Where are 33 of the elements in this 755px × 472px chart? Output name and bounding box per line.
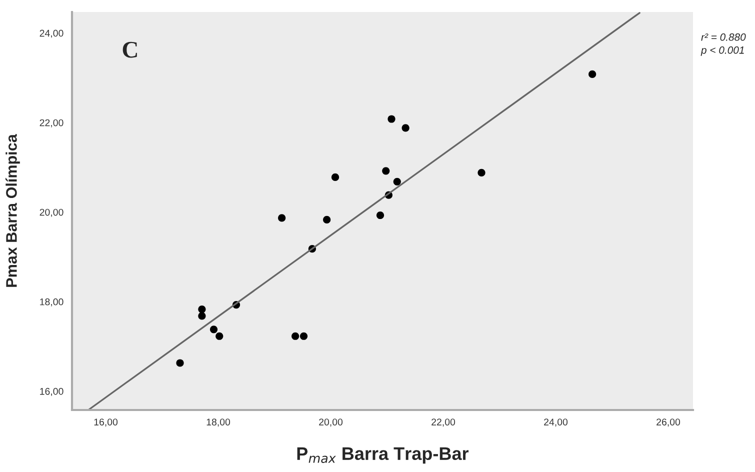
point bbox=[323, 216, 331, 224]
point bbox=[216, 332, 224, 340]
y-tick-label: 18,00 bbox=[40, 298, 64, 306]
x-tick-label: 26,00 bbox=[656, 418, 680, 427]
text: p < 0.001 bbox=[700, 46, 744, 56]
point bbox=[376, 211, 384, 220]
point bbox=[382, 167, 390, 175]
annotation: C bbox=[122, 42, 137, 58]
x-tick-label: 20,00 bbox=[319, 418, 343, 427]
y-tick-label: 24,00 bbox=[40, 30, 64, 38]
point bbox=[402, 124, 410, 132]
point bbox=[478, 168, 486, 177]
x-tick-label: 18,00 bbox=[206, 418, 230, 427]
text: r² = 0.880 bbox=[701, 33, 746, 41]
y-tick-label: 16,00 bbox=[40, 388, 64, 396]
point bbox=[588, 70, 596, 78]
x-axis-title: P$_{max}$ Barra Trap-Bar bbox=[297, 447, 469, 464]
point bbox=[292, 332, 300, 340]
point bbox=[198, 305, 206, 314]
point bbox=[393, 178, 401, 186]
point bbox=[210, 326, 218, 334]
y-tick-label: 22,00 bbox=[40, 119, 64, 128]
x-tick-label: 24,00 bbox=[544, 418, 568, 427]
point bbox=[176, 359, 184, 367]
point bbox=[388, 115, 396, 123]
point bbox=[300, 332, 308, 340]
point bbox=[198, 312, 206, 320]
point bbox=[331, 173, 340, 181]
y-axis-title: Pmax Barra Olímpica bbox=[6, 134, 20, 287]
x-tick-label: 16,00 bbox=[94, 418, 118, 427]
y-tick-label: 20,00 bbox=[40, 208, 64, 217]
x-tick-label: 22,00 bbox=[432, 418, 456, 427]
point bbox=[278, 214, 286, 222]
